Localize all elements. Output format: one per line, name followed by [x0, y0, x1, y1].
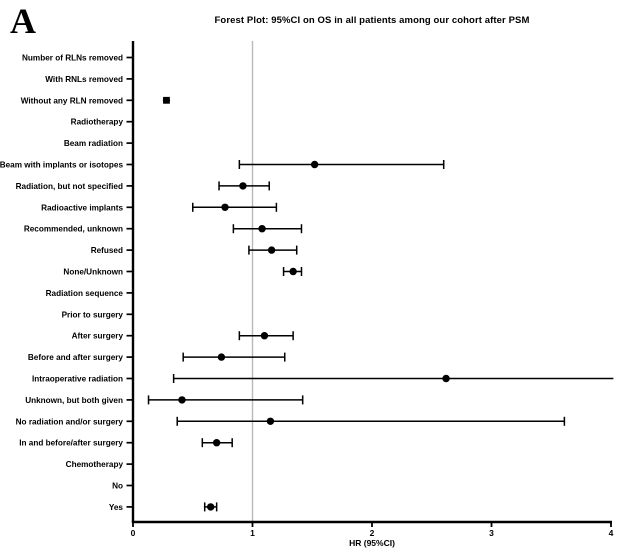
- point-marker: [266, 417, 275, 425]
- row-label: Radiation sequence: [46, 289, 124, 298]
- row-label: After surgery: [72, 332, 124, 341]
- row-label: None/Unknown: [63, 268, 123, 277]
- row-label: Intraoperative radiation: [32, 375, 123, 384]
- panel-label: A: [10, 1, 36, 41]
- point-marker: [442, 374, 450, 383]
- row-label: Number of RLNs removed: [22, 54, 123, 63]
- point-marker: [267, 246, 276, 254]
- x-tick-label: 1: [250, 528, 255, 538]
- x-tick-label: 0: [131, 528, 136, 538]
- row-label: No radiation and/or surgery: [16, 417, 124, 426]
- row-label: Recommended, unknown: [24, 225, 123, 234]
- row-label: Prior to surgery: [62, 310, 124, 319]
- row-label: Unknown, but both given: [25, 396, 123, 405]
- point-marker: [221, 203, 229, 211]
- chart-title: Forest Plot: 95%CI on OS in all patients…: [214, 15, 530, 26]
- row-label: Beam radiation: [64, 139, 123, 148]
- point-marker: [217, 353, 226, 361]
- point-marker: [310, 160, 319, 169]
- row-label: Without any RLN removed: [21, 96, 123, 105]
- point-marker: [178, 396, 186, 404]
- x-tick-label: 3: [489, 528, 494, 538]
- row-label: Chemotherapy: [66, 460, 124, 469]
- point-marker: [163, 96, 170, 104]
- point-marker: [206, 503, 215, 511]
- point-marker: [239, 182, 247, 190]
- row-label: Beam with implants or isotopes: [0, 161, 123, 170]
- row-label: Radiation, but not specified: [16, 182, 123, 191]
- row-label: Yes: [109, 503, 124, 512]
- row-label: Before and after surgery: [28, 353, 124, 362]
- point-marker: [258, 225, 266, 233]
- row-label: Radiotherapy: [71, 118, 124, 127]
- x-tick-label: 4: [609, 528, 614, 538]
- row-label: Refused: [91, 246, 123, 255]
- point-marker: [260, 332, 269, 340]
- x-tick-label: 2: [370, 528, 375, 538]
- row-label: Radioactive implants: [41, 203, 123, 212]
- row-label: No: [112, 482, 123, 491]
- point-marker: [212, 439, 221, 447]
- row-label: In and before/after surgery: [19, 439, 123, 448]
- row-label: With RNLs removed: [45, 75, 123, 84]
- x-axis-title: HR (95%CI): [349, 538, 395, 548]
- point-marker: [289, 267, 297, 276]
